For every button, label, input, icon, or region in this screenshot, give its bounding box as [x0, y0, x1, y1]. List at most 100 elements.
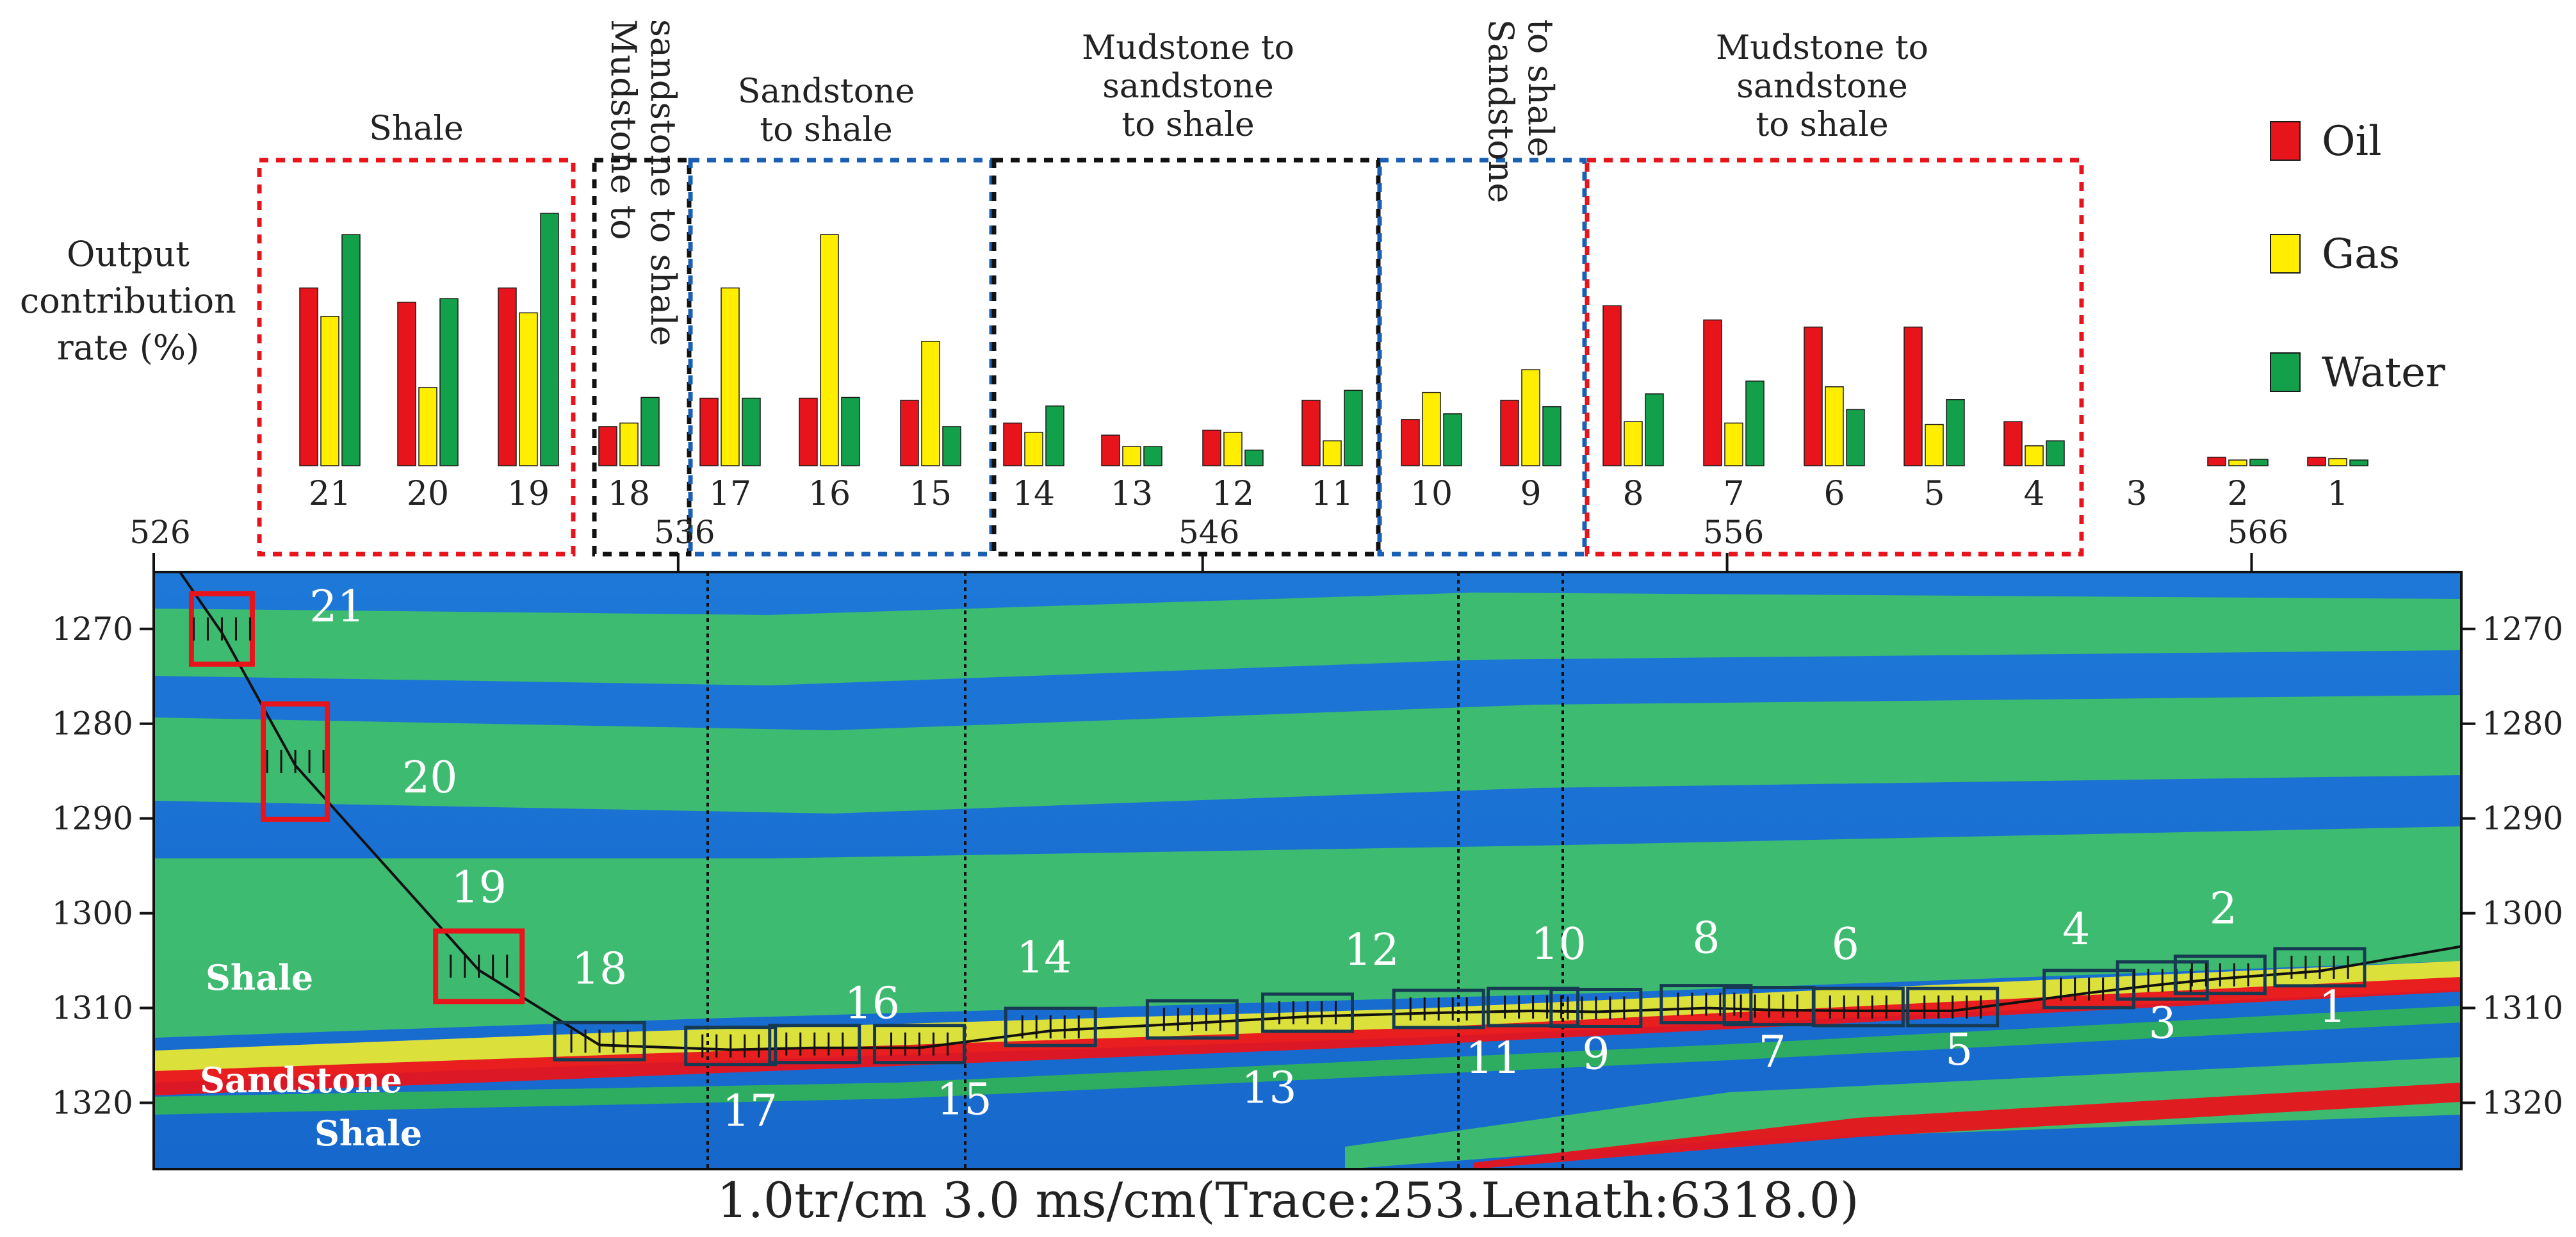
y-axis-title-line: contribution: [20, 281, 236, 321]
facies-label-1: Sandstone: [200, 1060, 402, 1101]
category-label-11: 11: [1311, 475, 1353, 513]
segment-label-4: 4: [2062, 905, 2090, 955]
group-label-line: Shale: [369, 110, 464, 148]
group-label-line: sandstone: [1102, 67, 1274, 106]
segment-label-14: 14: [1016, 933, 1072, 983]
segment-label-1: 1: [2319, 982, 2346, 1033]
group-label-line: Mudstone to: [603, 19, 644, 240]
x-tick-label-566: 566: [2228, 514, 2288, 551]
segment-label-16: 16: [845, 979, 901, 1029]
legend-label-oil: Oil: [2322, 118, 2381, 165]
bar-oil-7: [1703, 319, 1722, 466]
bar-gas-7: [1724, 422, 1743, 466]
category-label-12: 12: [1212, 475, 1254, 513]
group-label-line: Mudstone to: [1716, 29, 1928, 67]
bar-oil-8: [1602, 305, 1622, 466]
group-label-line: Mudstone to: [1082, 29, 1294, 67]
legend: Oil Gas Water: [2270, 118, 2445, 397]
bar-oil-5: [1903, 326, 1923, 466]
category-label-13: 13: [1111, 475, 1153, 513]
segment-box-5: [1906, 987, 2000, 1028]
group-box-0: [257, 158, 576, 557]
bar-oil-9: [1500, 400, 1519, 466]
segment-box-2: [2173, 954, 2267, 995]
category-label-17: 17: [709, 475, 751, 513]
bar-water-5: [1946, 399, 1965, 466]
bar-gas-15: [921, 341, 940, 466]
amplitude-band-2: [154, 826, 2461, 1038]
amplitude-band-7: [1473, 1083, 2461, 1169]
bar-oil-11: [1301, 400, 1321, 466]
y-tick-label-left: 1320: [52, 1084, 133, 1121]
y-tick-label-left: 1290: [52, 800, 133, 837]
y-tick-label-right: 1300: [2482, 895, 2563, 932]
legend-swatch-water: [2270, 352, 2301, 392]
segment-box-16: [768, 1024, 861, 1065]
bar-water-9: [1542, 406, 1561, 466]
bar-water-20: [439, 298, 459, 466]
category-label-16: 16: [808, 475, 851, 513]
segment-box-12: [1261, 992, 1354, 1033]
category-label-20: 20: [407, 475, 449, 513]
bar-chart-panel: Output contribution rate (%) Shale Mudstone…: [20, 19, 2445, 557]
category-label-8: 8: [1622, 475, 1643, 513]
x-tick-label-556: 556: [1703, 514, 1764, 551]
category-label-2: 2: [2227, 475, 2248, 513]
bar-water-12: [1244, 449, 1264, 466]
bar-gas-1: [2328, 458, 2347, 466]
segment-box-19: [433, 928, 525, 1004]
category-label-18: 18: [608, 475, 650, 513]
bar-water-13: [1143, 446, 1162, 466]
group-box-4: [1377, 158, 1587, 557]
bar-oil-21: [299, 287, 318, 466]
group-label-line: to shale: [760, 111, 892, 149]
segment-box-6: [1811, 987, 1905, 1028]
amplitude-band-1: [154, 695, 2461, 814]
section-frame: [152, 571, 2463, 1170]
bar-gas-14: [1024, 432, 1043, 466]
bar-gas-11: [1323, 440, 1342, 466]
x-tick-label-536: 536: [654, 514, 715, 551]
segment-box-18: [553, 1020, 646, 1061]
amplitude-band-5: [154, 1006, 2461, 1115]
bar-oil-17: [699, 397, 719, 466]
legend-swatch-gas: [2270, 234, 2301, 274]
segment-label-21: 21: [309, 582, 365, 632]
y-tick-label-right: 1280: [2482, 705, 2563, 742]
bar-gas-17: [721, 287, 740, 466]
bar-water-18: [640, 397, 660, 466]
category-label-21: 21: [309, 475, 351, 513]
y-tick-label-right: 1310: [2482, 990, 2563, 1027]
bar-water-6: [1846, 409, 1865, 466]
facies-label-0: Shale: [206, 957, 313, 998]
bar-oil-2: [2207, 456, 2226, 466]
segment-label-10: 10: [1531, 919, 1586, 970]
bar-water-11: [1344, 389, 1363, 466]
bar-water-8: [1645, 393, 1664, 466]
segment-label-3: 3: [2149, 999, 2176, 1049]
bar-oil-19: [498, 287, 517, 466]
bar-oil-16: [799, 397, 818, 466]
category-label-3: 3: [2126, 475, 2147, 513]
section-caption: 1.0tr/cm 3.0 ms/cm(Trace:253.Lenath:6318…: [717, 1172, 1859, 1229]
bar-gas-13: [1122, 446, 1141, 466]
bar-gas-12: [1223, 432, 1243, 466]
legend-swatch-oil: [2270, 121, 2301, 161]
segment-label-7: 7: [1758, 1028, 1786, 1078]
bar-water-1: [2349, 459, 2368, 466]
legend-label-gas: Gas: [2322, 231, 2400, 278]
bar-oil-20: [397, 301, 416, 466]
amplitude-band-0: [154, 593, 2461, 685]
category-label-6: 6: [1823, 475, 1845, 513]
group-label-4: Sandstone to shale: [1481, 19, 1561, 203]
group-box-3: [991, 158, 1381, 557]
segment-box-1: [2273, 947, 2367, 988]
bar-water-16: [841, 397, 860, 466]
bar-water-7: [1745, 381, 1765, 466]
category-labels: 21 20 19 18 17 16 15 14 13 12 11 10 9 8 7 6 5 4 3 2 1: [309, 475, 2349, 513]
group-box-2: [688, 158, 994, 557]
group-label-line: to shale: [1756, 106, 1888, 144]
segment-box-15: [873, 1024, 966, 1065]
